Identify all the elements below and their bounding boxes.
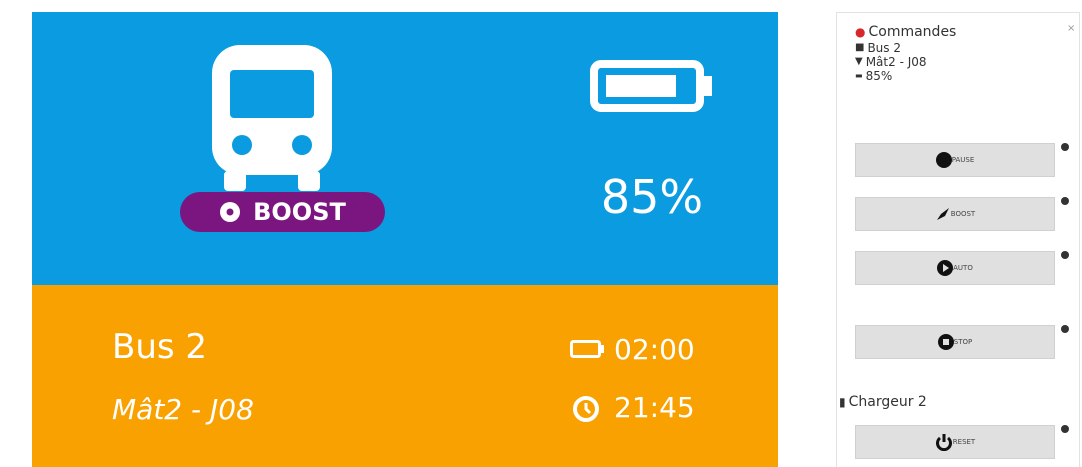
boost-button[interactable]: BOOST: [855, 197, 1055, 231]
battery-small-icon: [570, 340, 604, 358]
reset-button[interactable]: RESET: [855, 425, 1055, 459]
button-label: BOOST: [950, 210, 976, 218]
charger-name: Chargeur 2: [848, 394, 927, 410]
help-icon[interactable]: [1061, 425, 1069, 433]
close-button[interactable]: ×: [1067, 23, 1076, 34]
clock-icon: [573, 396, 599, 422]
location: Mât2 - J08: [112, 393, 254, 426]
status-top: BOOST 85%: [32, 12, 778, 285]
status-bottom: Bus 2 Mât2 - J08 02:00 21:45: [32, 285, 778, 467]
panel-title: Commandes: [868, 24, 957, 40]
button-label: AUTO: [953, 264, 973, 272]
panel-battery: 85%: [865, 69, 893, 83]
clock-time: 21:45: [614, 391, 695, 424]
battery-percent: 85%: [600, 170, 704, 224]
bus-row: ■ Bus 2: [855, 41, 901, 55]
boost-badge: BOOST: [180, 192, 385, 232]
battery-icon: [590, 60, 712, 112]
battery-row: ▬ 85%: [855, 69, 892, 83]
button-label: PAUSE: [951, 156, 975, 164]
panel-location: Mât2 - J08: [865, 55, 927, 69]
boost-icon: [220, 202, 241, 222]
charger-icon: ▮: [839, 395, 846, 409]
users-icon: ●: [855, 25, 866, 39]
command-panel: × ● Commandes ■ Bus 2 ▼ Mât2 - J08 ▬ 85% PAU…: [836, 12, 1080, 467]
help-icon[interactable]: [1061, 251, 1069, 259]
button-label: RESET: [952, 438, 976, 446]
bus-icon: [212, 45, 332, 191]
location-row: ▼ Mât2 - J08: [855, 55, 927, 69]
charge-time: 02:00: [614, 333, 695, 366]
charger-row: ▮ Chargeur 2: [839, 395, 927, 409]
bus-name: Bus 2: [112, 327, 208, 367]
battery-tiny-icon: ▬: [855, 71, 863, 80]
help-icon[interactable]: [1061, 325, 1069, 333]
stop-button[interactable]: STOP: [855, 325, 1055, 359]
panel-bus: Bus 2: [867, 41, 901, 55]
pause-button[interactable]: PAUSE: [855, 143, 1055, 177]
bus-small-icon: ■: [855, 42, 865, 53]
help-icon[interactable]: [1061, 143, 1069, 151]
title-row: ● Commandes: [855, 25, 956, 39]
plug-icon: ▼: [855, 56, 863, 67]
help-icon[interactable]: [1061, 197, 1069, 205]
auto-button[interactable]: AUTO: [855, 251, 1055, 285]
badge-text: BOOST: [253, 198, 346, 226]
button-label: STOP: [953, 338, 973, 346]
